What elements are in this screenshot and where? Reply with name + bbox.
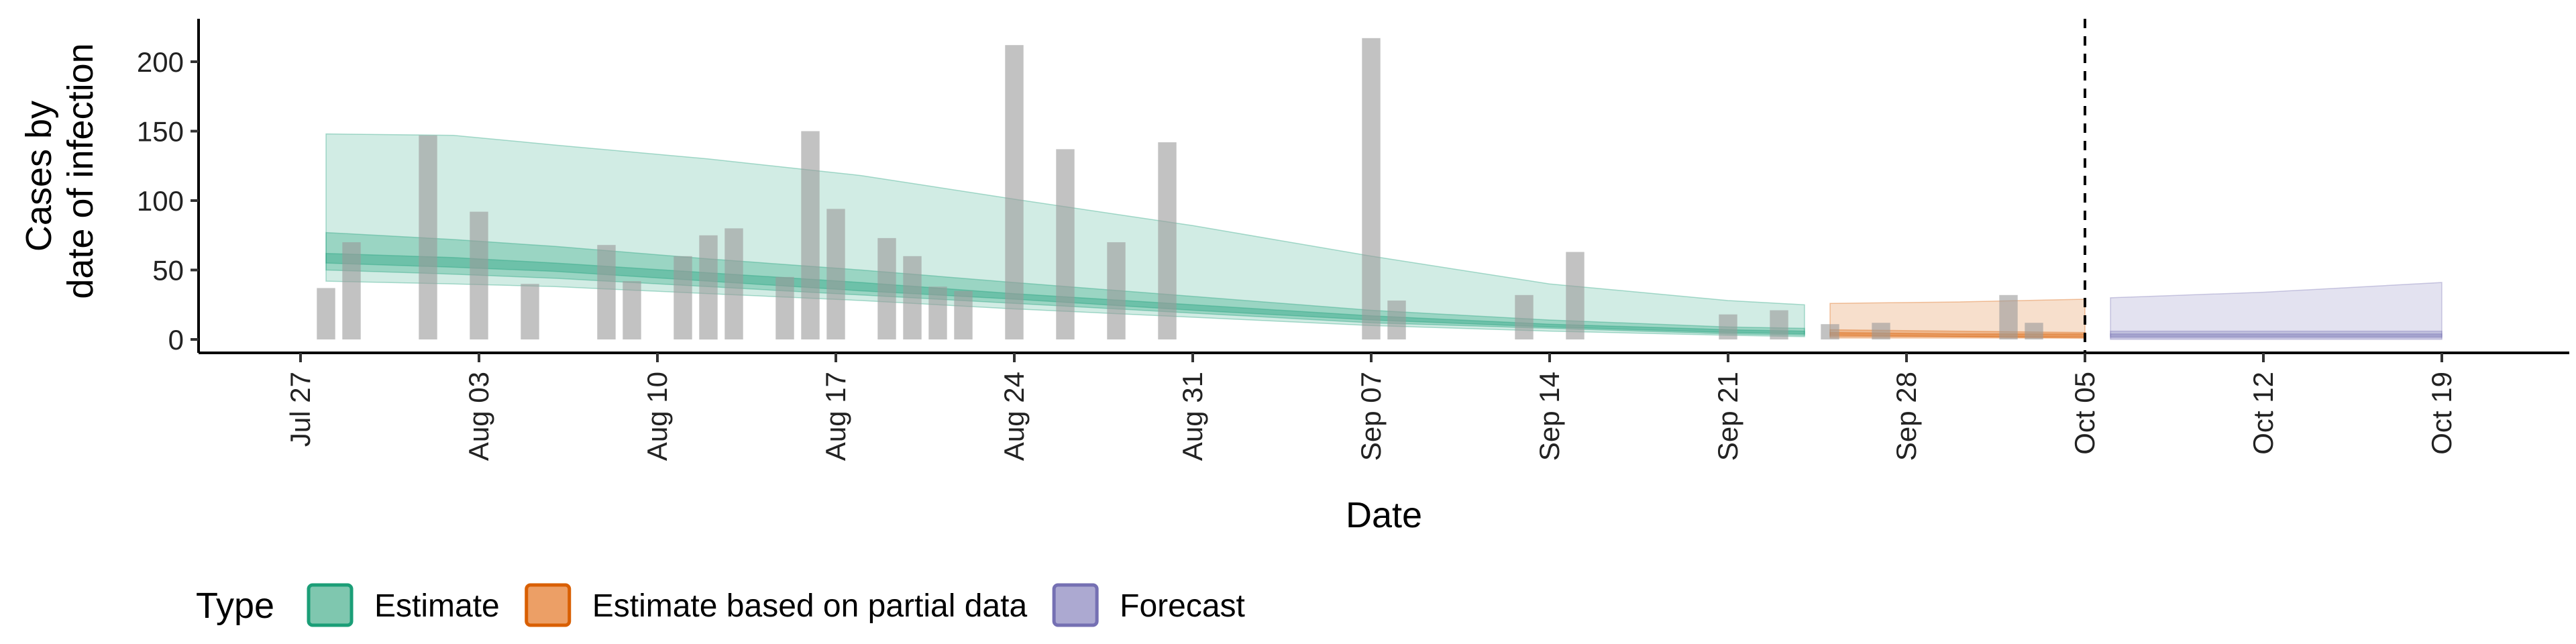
- bar: [775, 276, 794, 339]
- legend-key-estimate: [307, 583, 354, 627]
- bar: [623, 281, 641, 339]
- bar: [699, 235, 718, 340]
- y-axis-title-line-1: Cases by: [19, 101, 59, 252]
- legend-title: Type: [196, 586, 274, 626]
- x-ticks: Jul 27 Aug 03 Aug 10 Aug 17 Aug 24 Aug 31 Sep …: [284, 353, 2457, 461]
- x-tick-label: Aug 10: [641, 372, 673, 461]
- legend-label-forecast: Forecast: [1120, 588, 1245, 624]
- legend: Type Estimate Estimate based on partial d…: [196, 583, 1245, 627]
- bar: [1872, 323, 1890, 339]
- x-tick-label: Sep 21: [1712, 372, 1743, 461]
- bar: [1387, 301, 1406, 339]
- bar: [954, 290, 973, 339]
- x-tick-label: Oct 12: [2247, 372, 2279, 455]
- bar: [826, 209, 845, 339]
- x-tick-label: Sep 07: [1355, 372, 1387, 461]
- bar: [903, 256, 922, 339]
- legend-key-forecast: [1052, 583, 1099, 627]
- y-axis-title-line-2: date of infection: [60, 43, 101, 299]
- y-ticks: 0 50 100 150 200: [137, 46, 199, 356]
- x-tick-label: Aug 03: [463, 372, 494, 461]
- y-tick-label: 50: [152, 255, 184, 286]
- x-tick-label: Jul 27: [284, 372, 316, 447]
- bar: [877, 237, 896, 339]
- axes: [197, 19, 2569, 354]
- bar: [1515, 294, 1534, 339]
- legend-label-estimate-based-on-partial-data: Estimate based on partial data: [592, 588, 1028, 624]
- bar: [419, 135, 437, 339]
- bar: [1005, 45, 1024, 339]
- bar: [1158, 142, 1177, 339]
- bar: [801, 131, 820, 339]
- bar: [597, 245, 616, 339]
- bar: [1362, 38, 1381, 340]
- legend-label-estimate: Estimate: [374, 588, 500, 624]
- bar: [674, 256, 692, 339]
- x-tick-label: Sep 28: [1890, 372, 1922, 461]
- bar: [1821, 324, 1839, 339]
- ribbon-forecast-90: [2110, 282, 2443, 340]
- ribbon-forecast-20: [2110, 333, 2443, 337]
- y-tick-label: 150: [137, 116, 184, 148]
- bar: [1770, 310, 1788, 339]
- bar: [2025, 323, 2043, 339]
- x-tick-label: Sep 14: [1534, 372, 1565, 461]
- y-axis-title: Cases by date of infection: [19, 43, 101, 299]
- bar: [1056, 149, 1075, 339]
- x-tick-label: Aug 24: [998, 372, 1030, 461]
- bar: [342, 242, 361, 339]
- bar: [317, 288, 335, 339]
- legend-key-estimate-based-on-partial-data: [525, 583, 572, 627]
- ribbon-forecast-50: [2110, 330, 2443, 339]
- x-tick-label: Oct 19: [2426, 372, 2457, 455]
- bar: [928, 286, 947, 339]
- bar-layer: [317, 38, 2043, 340]
- ribbon-layer: [325, 133, 2443, 340]
- x-axis-title: Date: [1346, 495, 1422, 535]
- bar: [470, 211, 488, 339]
- y-tick-label: 0: [168, 324, 184, 356]
- bar: [521, 284, 539, 339]
- bar: [1999, 294, 2018, 339]
- x-tick-label: Oct 05: [2069, 372, 2100, 455]
- y-tick-label: 200: [137, 46, 184, 78]
- bar: [1719, 314, 1737, 339]
- x-tick-label: Aug 31: [1177, 372, 1208, 461]
- bar: [1566, 252, 1585, 339]
- bar: [1107, 242, 1126, 339]
- y-tick-label: 100: [137, 185, 184, 217]
- bar: [724, 228, 743, 339]
- x-tick-label: Aug 17: [820, 372, 851, 461]
